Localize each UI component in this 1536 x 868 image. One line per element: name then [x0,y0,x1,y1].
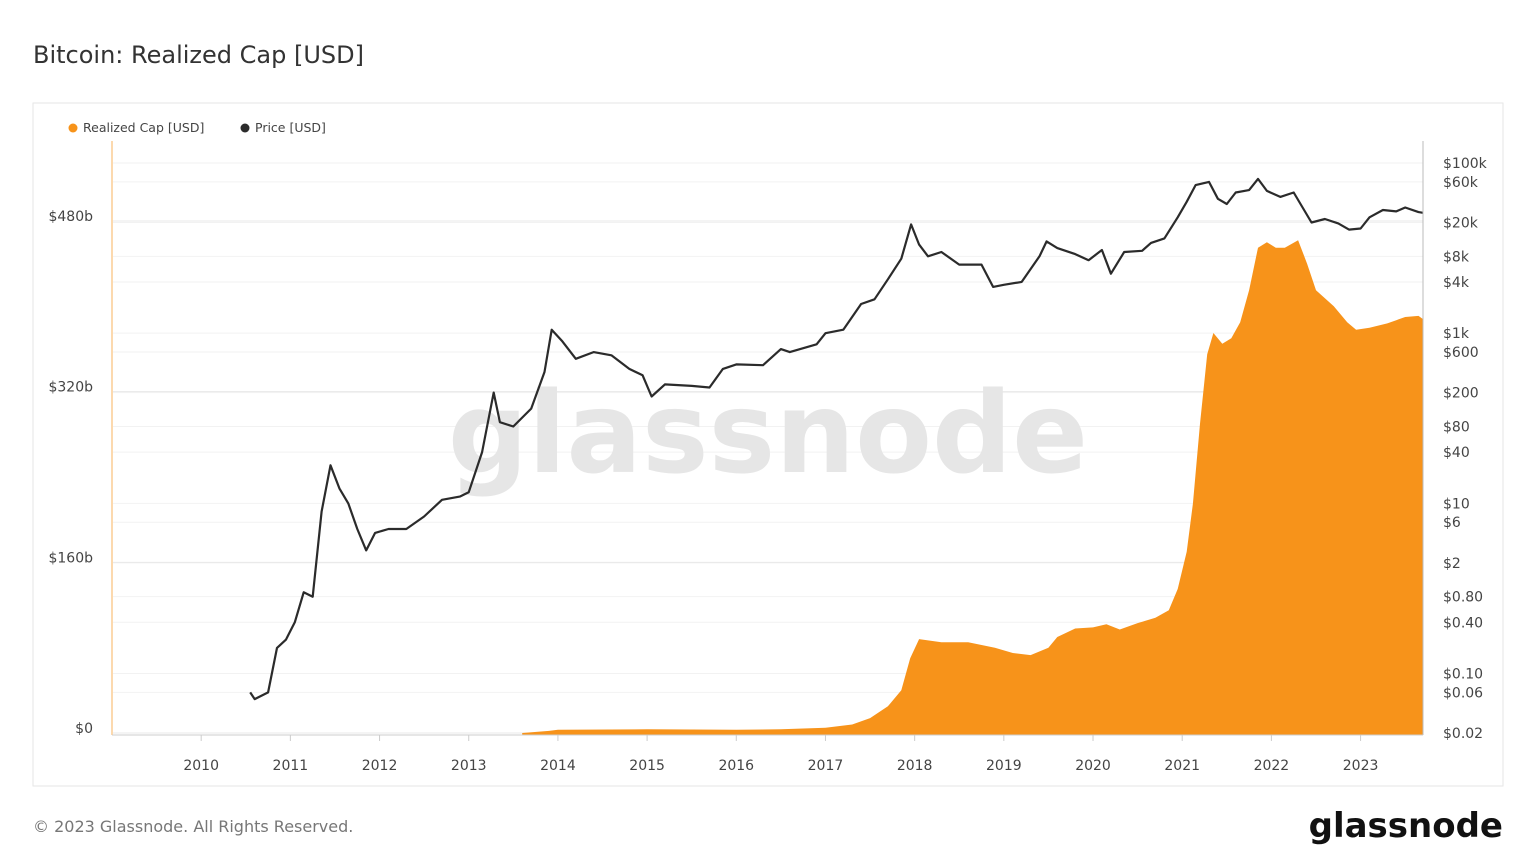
x-tick-label: 2019 [986,758,1022,774]
price-line [249,177,1424,701]
y-right-tick-label: $4k [1443,275,1470,291]
axes: $100k $60k $20k $8k $4k $1k $600 $200 $80 $40 $10 $… [48,156,1487,774]
x-tick-label: 2018 [897,758,933,774]
x-tick-label: 2015 [629,758,665,774]
y-left-tick-label: $0 [75,721,93,737]
y-left-tick-label: $480b [48,209,93,225]
legend-marker-price [240,123,250,133]
x-tick-label: 2012 [362,758,398,774]
realized-cap-area [522,240,1423,735]
y-right-tick-label: $0.40 [1443,615,1483,631]
x-tick-label: 2013 [451,758,487,774]
legend-marker-realized-cap [68,123,78,133]
x-tick-label: 2016 [718,758,754,774]
y-right-tick-label: $60k [1443,175,1479,191]
y-left-tick-label: $320b [48,380,93,396]
watermark: glassnode [448,369,1088,499]
y-left-tick-label: $160b [48,550,93,566]
page-title: Bitcoin: Realized Cap [USD] [33,41,364,69]
x-tick-label: 2020 [1075,758,1111,774]
y-right-tick-label: $600 [1443,345,1479,361]
y-right-tick-label: $20k [1443,215,1479,231]
y-right-tick-label: $6 [1443,515,1461,531]
y-right-tick-label: $0.10 [1443,667,1483,683]
series-layer [249,177,1424,735]
x-tick-label: 2014 [540,758,576,774]
y-right-tick-label: $1k [1443,326,1470,342]
y-right-tick-label: $0.06 [1443,685,1483,701]
footer-copyright: © 2023 Glassnode. All Rights Reserved. [33,817,353,836]
y-right-tick-label: $0.80 [1443,590,1483,606]
y-right-tick-label: $10 [1443,496,1470,512]
x-tick-label: 2010 [183,758,219,774]
footer-logo: glassnode [1309,806,1503,846]
x-tick-label: 2023 [1343,758,1379,774]
y-right-tick-label: $40 [1443,445,1470,461]
x-tick-label: 2017 [808,758,844,774]
legend: Realized Cap [USD] Price [USD] [68,120,326,135]
y-right-tick-label: $2 [1443,556,1461,572]
x-tick-label: 2022 [1254,758,1290,774]
y-right-tick-label: $200 [1443,386,1479,402]
x-tick-label: 2021 [1164,758,1200,774]
y-right-tick-label: $8k [1443,249,1470,265]
legend-label-realized-cap[interactable]: Realized Cap [USD] [83,120,204,135]
y-right-tick-label: $80 [1443,420,1470,436]
y-right-tick-label: $100k [1443,156,1488,172]
x-tick-label: 2011 [273,758,309,774]
y-right-tick-label: $0.02 [1443,726,1483,742]
legend-label-price[interactable]: Price [USD] [255,120,326,135]
